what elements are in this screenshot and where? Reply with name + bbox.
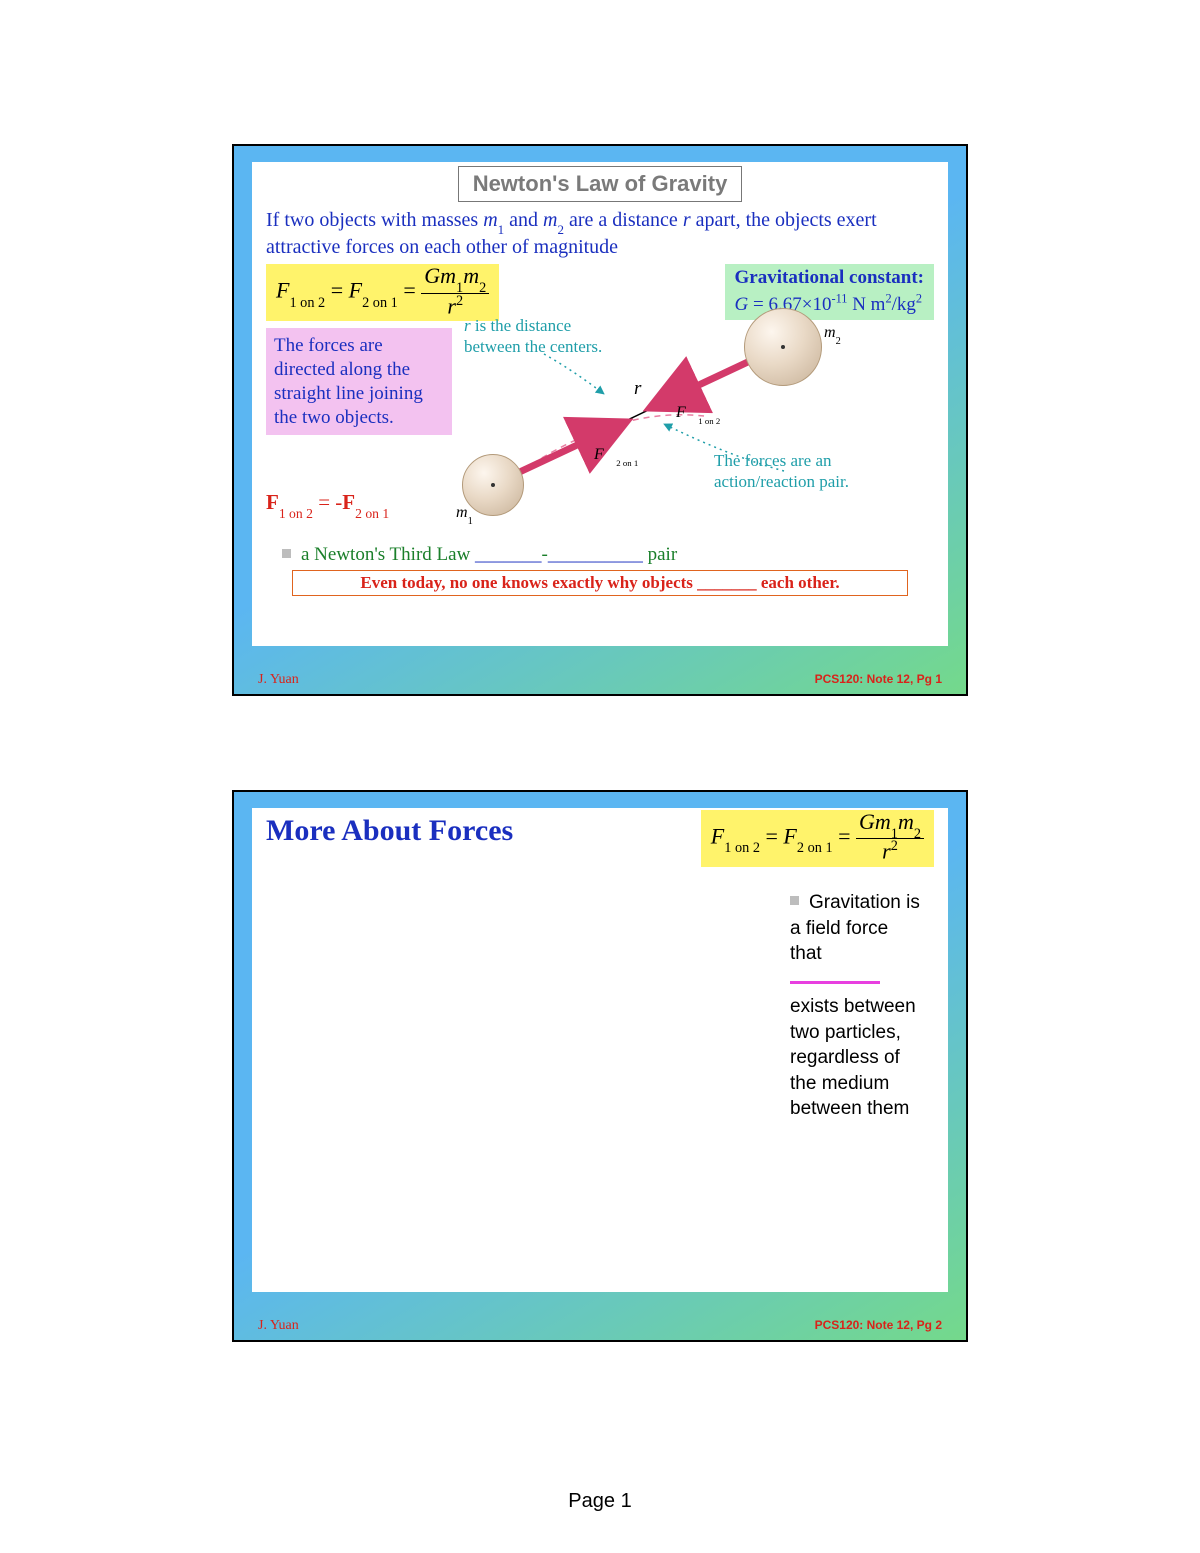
- slide-2-background: More About Forces F1 on 2 = F2 on 1 = Gm…: [234, 792, 966, 1340]
- third-law-text: a Newton's Third Law _______-__________ …: [301, 544, 677, 565]
- footer-page-1: PCS120: Note 12, Pg 1: [815, 672, 942, 686]
- slide-1-title-row: Newton's Law of Gravity: [252, 166, 948, 202]
- footer-author-2: J. Yuan: [258, 1318, 299, 1334]
- r-letter: r: [634, 378, 641, 400]
- slide-2-bullet: Gravitation is a field force that exists…: [790, 890, 920, 1122]
- slide-1-middle: The forces are directed along the straig…: [252, 322, 948, 542]
- grav-const-value: G = 6.67×10-11 N m2/kg2: [735, 294, 923, 315]
- slide-1-title: Newton's Law of Gravity: [458, 166, 743, 202]
- gravity-diagram: r is the distance between the centers. r…: [454, 316, 934, 536]
- slide-2-inner: More About Forces F1 on 2 = F2 on 1 = Gm…: [234, 792, 966, 1340]
- grav-const-label: Gravitational constant:: [735, 267, 924, 288]
- mass-2-sphere: [744, 308, 822, 386]
- m2-label: m2: [824, 324, 841, 344]
- r-distance-note: r is the distance between the centers.: [464, 316, 624, 357]
- third-law-line: a Newton's Third Law _______-__________ …: [252, 542, 948, 570]
- bullet-part-1: Gravitation is a field force that: [790, 892, 920, 964]
- slide-2-header-row: More About Forces F1 on 2 = F2 on 1 = Gm…: [252, 808, 948, 848]
- force-1on2-label: F⃗1 on 2: [676, 404, 720, 423]
- bullet-part-2: exists between two particles, regardless…: [790, 994, 920, 1122]
- slide-1-formula: F1 on 2 = F2 on 1 = Gm1m2r2: [266, 264, 499, 321]
- slide-1-formula-row: F1 on 2 = F2 on 1 = Gm1m2r2 Gravitationa…: [252, 264, 948, 322]
- bullet-line-1: Gravitation is a field force that: [790, 890, 920, 967]
- forces-direction-note: The forces are directed along the straig…: [266, 328, 452, 435]
- slide-1: Newton's Law of Gravity If two objects w…: [232, 144, 968, 696]
- bullet-icon: [282, 549, 291, 558]
- footer-author-1: J. Yuan: [258, 672, 299, 688]
- slide-2-title: More About Forces: [266, 814, 513, 847]
- page: Newton's Law of Gravity If two objects w…: [0, 0, 1200, 1553]
- slide-1-intro: If two objects with masses m1 and m2 are…: [252, 202, 948, 260]
- force-2on1-label: F⃗2 on 1: [594, 446, 638, 465]
- slide-1-inner: Newton's Law of Gravity If two objects w…: [234, 146, 966, 694]
- slide-1-background: Newton's Law of Gravity If two objects w…: [234, 146, 966, 694]
- footer-page-2: PCS120: Note 12, Pg 2: [815, 1318, 942, 1332]
- orange-note: Even today, no one knows exactly why obj…: [292, 570, 908, 596]
- slide-2-content-panel: More About Forces F1 on 2 = F2 on 1 = Gm…: [252, 808, 948, 1292]
- bullet-blank-underline: [790, 977, 880, 984]
- m1-label: m1: [456, 504, 473, 524]
- slide-1-content-panel: Newton's Law of Gravity If two objects w…: [252, 162, 948, 646]
- bullet-icon: [790, 896, 799, 905]
- slide-2-formula: F1 on 2 = F2 on 1 = Gm1m2r2: [701, 810, 934, 867]
- slide-2: More About Forces F1 on 2 = F2 on 1 = Gm…: [232, 790, 968, 1342]
- gravitational-constant-box: Gravitational constant: G = 6.67×10-11 N…: [725, 264, 934, 320]
- page-number: Page 1: [0, 1490, 1200, 1513]
- action-reaction-note: The forces are an action/reaction pair.: [714, 451, 914, 492]
- pair-equation: F1 on 2 = -F2 on 1: [266, 490, 389, 518]
